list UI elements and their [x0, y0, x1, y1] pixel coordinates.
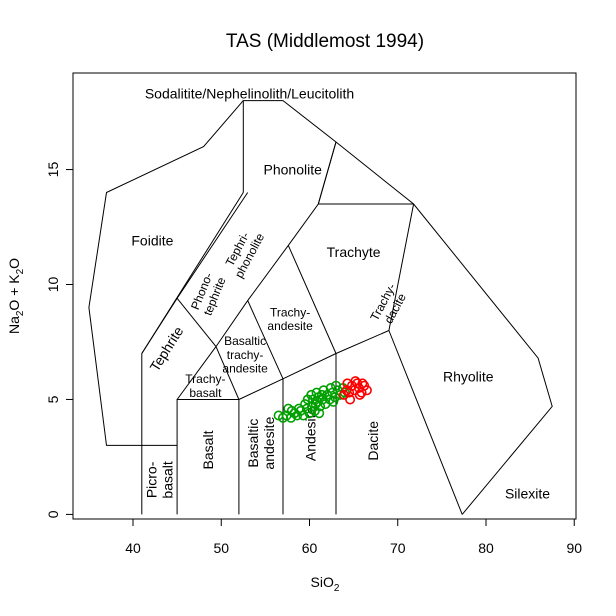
plot-frame	[72, 72, 577, 520]
y-axis-label-part: O	[6, 258, 22, 269]
field-label: Tephrite	[146, 323, 186, 374]
field-label-line: Trachy-	[270, 305, 310, 319]
field-label: Phono-tephrite	[188, 270, 229, 318]
field-label: Dacite	[365, 421, 381, 461]
field-label: Phonolite	[264, 162, 323, 178]
field-boundary-1	[176, 399, 240, 515]
x-axis-label-subscript: 2	[334, 583, 340, 594]
field-label-line: Silexite	[505, 486, 550, 502]
point-red	[357, 378, 368, 389]
field-label: Basaltic trachy-andesite	[222, 334, 268, 376]
field-label-line: andesite	[261, 416, 277, 469]
field-label-line: Basaltic	[224, 334, 266, 348]
y-tick-label: 5	[45, 395, 61, 403]
field-label-line: basalt	[189, 386, 222, 400]
y-axis-label-part: Na	[6, 316, 22, 334]
field-boundary-16	[317, 141, 337, 205]
y-axis-label: Na2O + K2O	[6, 258, 26, 334]
field-label-line: basalt	[159, 461, 175, 498]
point-green	[302, 394, 313, 405]
field-label-line: Tephrite	[146, 323, 186, 374]
point-red	[361, 385, 372, 396]
point-green	[283, 403, 294, 414]
x-tick-label: 60	[302, 540, 318, 556]
field-label: Andesite	[302, 406, 318, 461]
field-label-line: Sodalitite/Nephelinolith/Leucitolith	[145, 86, 354, 102]
field-label: Tephri-phonolite	[220, 224, 268, 280]
y-tick-label: 10	[45, 277, 61, 293]
point-green	[325, 382, 336, 393]
field-label-line: Trachy-	[185, 372, 225, 386]
field-label-line: Basaltic	[245, 419, 261, 468]
field-label: Silexite	[505, 486, 550, 502]
field-label-line: Basalt	[200, 430, 216, 469]
point-green	[330, 380, 341, 391]
field-label: Basalticandesite	[245, 416, 277, 469]
field-boundary-13	[242, 100, 553, 515]
field-boundary-14	[88, 100, 244, 446]
chart-title: TAS (Middlemost 1994)	[226, 31, 424, 52]
field-label: Trachy-andesite	[267, 305, 313, 333]
field-labels: Sodalitite/Nephelinolith/Leucitolith Phon…	[131, 86, 550, 502]
y-axis-label-subscript: 2	[15, 268, 26, 274]
x-axis-label: SiO2	[311, 574, 340, 594]
field-label: Picro-basalt	[143, 461, 175, 498]
y-tick-label: 15	[45, 162, 61, 178]
x-tick-label: 40	[125, 540, 141, 556]
y-axis-label-part: O + K	[6, 274, 22, 311]
field-label-line: andesite	[267, 319, 313, 333]
field-boundary-15	[141, 298, 178, 354]
x-axis-label-main: SiO	[311, 574, 334, 590]
field-label-line: Foidite	[131, 233, 173, 249]
point-red	[342, 378, 353, 389]
axes: 40 50 60 70 80 90 0 5 10 15	[45, 162, 582, 556]
field-boundary-4	[141, 192, 244, 446]
data-points	[273, 376, 372, 423]
field-boundary-8	[247, 300, 284, 380]
field-label-line: andesite	[222, 362, 268, 376]
field-label: Sodalitite/Nephelinolith/Leucitolith	[145, 86, 354, 102]
field-boundary-17	[176, 297, 217, 347]
point-red	[345, 394, 356, 405]
field-label: Rhyolite	[443, 368, 494, 384]
x-tick-label: 70	[390, 540, 406, 556]
field-boundary-9	[287, 245, 337, 354]
point-green	[316, 389, 327, 400]
field-label-line: trachy-	[227, 348, 264, 362]
field-boundary-12	[176, 192, 249, 299]
point-green	[314, 408, 325, 419]
field-boundary-7	[215, 346, 240, 400]
x-tick-label: 90	[566, 540, 582, 556]
point-red	[354, 389, 365, 400]
field-boundary-11	[388, 330, 463, 515]
y-tick-label: 0	[45, 510, 61, 518]
field-label: Trachy-dacite	[367, 281, 410, 330]
field-label: Basalt	[200, 430, 216, 469]
field-label: Foidite	[131, 233, 173, 249]
field-boundaries	[88, 100, 553, 515]
field-label-line: Andesite	[302, 406, 318, 461]
point-green	[310, 399, 321, 410]
field-label-line: Picro-	[143, 461, 159, 498]
field-label: Trachy-basalt	[185, 372, 225, 400]
field-label-line: Phonolite	[264, 162, 323, 178]
field-label-line: Trachyte	[327, 244, 381, 260]
field-label: Trachyte	[327, 244, 381, 260]
y-axis-label-subscript: 2	[15, 310, 26, 316]
point-green	[328, 396, 339, 407]
x-tick-label: 50	[213, 540, 229, 556]
field-label-line: Dacite	[365, 421, 381, 461]
x-tick-label: 80	[478, 540, 494, 556]
field-label-line: Rhyolite	[443, 368, 494, 384]
